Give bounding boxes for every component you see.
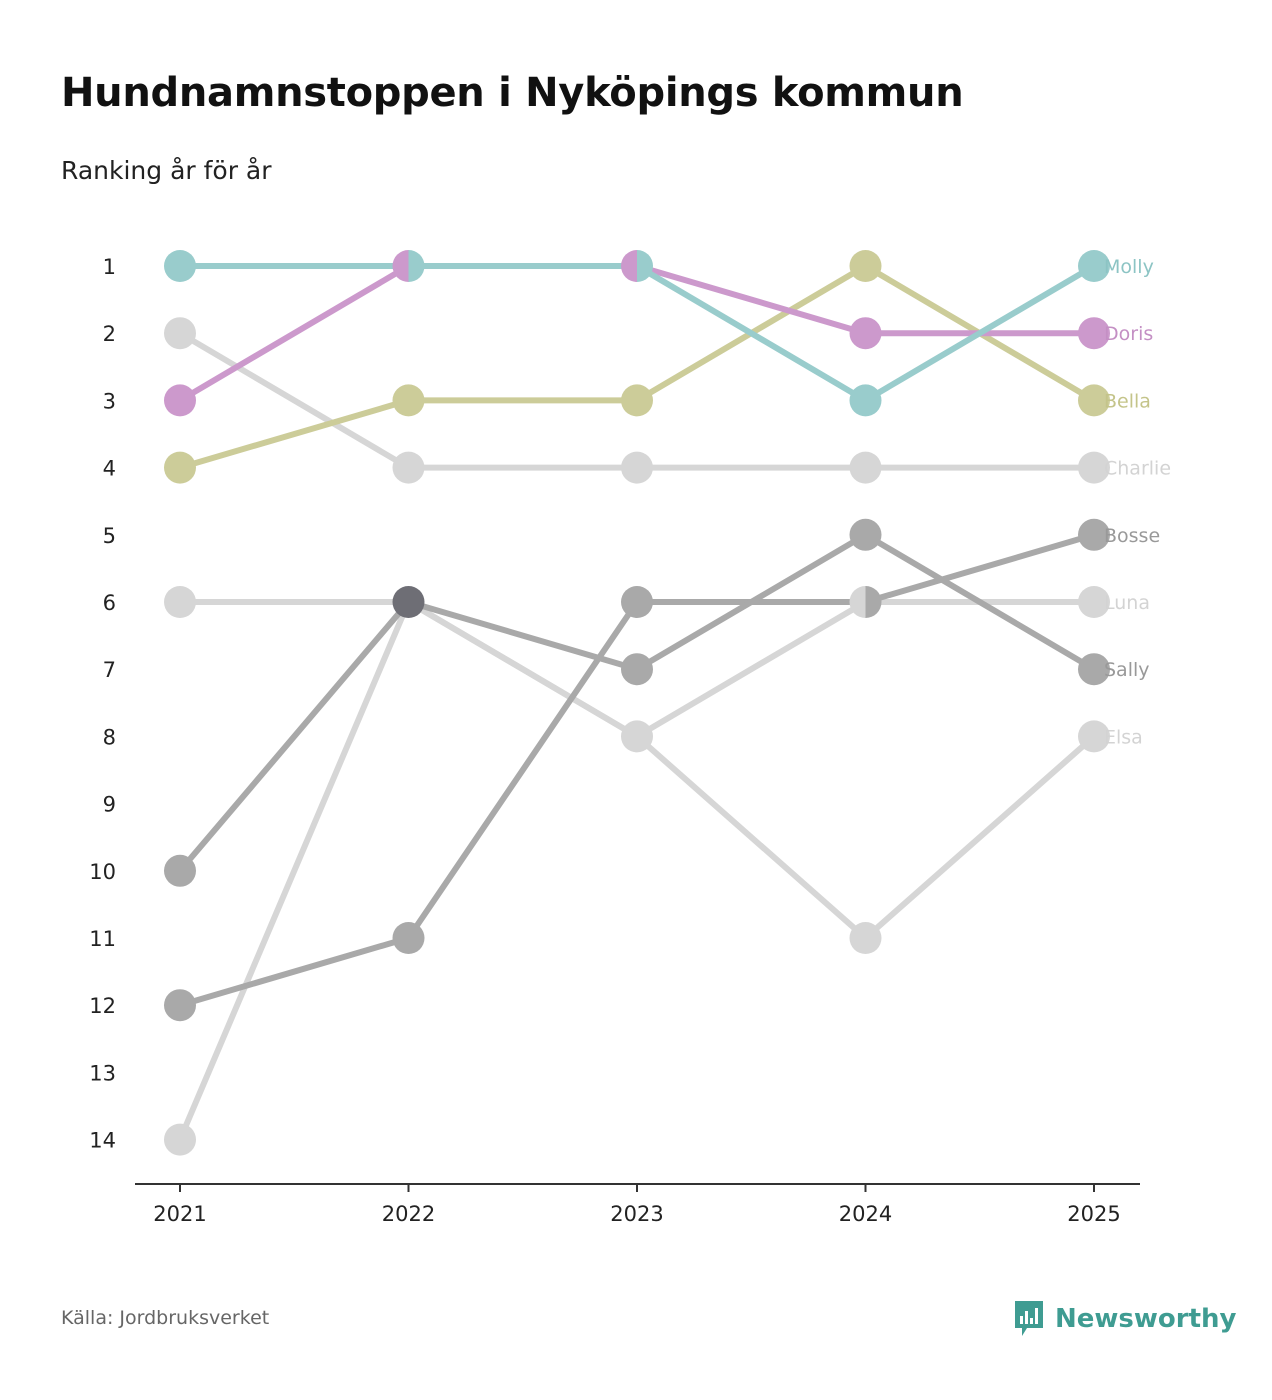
point-bella — [621, 384, 653, 417]
x-tick-label: 2024 — [839, 1202, 892, 1226]
series-label-sally: Sally — [1104, 659, 1150, 681]
y-tick-label: 13 — [89, 1061, 116, 1085]
point-doris — [1078, 317, 1110, 350]
point-charlie — [621, 451, 653, 484]
series-label-bella: Bella — [1104, 390, 1151, 412]
point-molly — [408, 250, 425, 282]
point-charlie — [392, 451, 425, 484]
y-tick-label: 6 — [103, 591, 116, 615]
point-bosse — [865, 586, 882, 618]
y-tick-label: 2 — [103, 322, 116, 346]
x-tick-label: 2022 — [382, 1202, 435, 1226]
point-sally — [621, 653, 653, 686]
y-tick-label: 8 — [103, 725, 116, 749]
point-elsa — [1078, 720, 1110, 753]
x-axis: 2021 2022 2023 2024 2025 — [135, 1183, 1140, 1226]
series-label-luna: Luna — [1104, 592, 1150, 614]
point-luna — [849, 586, 866, 618]
point-sally — [849, 518, 882, 551]
series-points — [164, 250, 1110, 1156]
point-molly — [164, 250, 196, 282]
y-tick-label: 10 — [89, 860, 116, 884]
point-doris — [621, 250, 637, 282]
y-tick-label: 5 — [103, 524, 116, 548]
point-bella — [164, 451, 196, 484]
y-tick-label: 7 — [103, 658, 116, 682]
point-bosse — [164, 989, 196, 1022]
brand-name: Newsworthy — [1055, 1304, 1237, 1334]
point-molly — [1078, 250, 1110, 282]
y-tick-label: 14 — [89, 1129, 116, 1153]
point-bosse — [392, 922, 425, 954]
series-label-charlie: Charlie — [1104, 458, 1171, 480]
point-bella — [1078, 384, 1110, 417]
point-elsa — [164, 1123, 196, 1156]
point-bella — [392, 384, 425, 417]
y-tick-label: 1 — [103, 255, 116, 279]
y-tick-label: 3 — [103, 389, 116, 413]
point-doris — [164, 384, 196, 417]
point-shared — [392, 586, 425, 618]
x-tick-label: 2023 — [610, 1202, 663, 1226]
point-luna — [164, 586, 196, 618]
series-labels: Charlie Luna Elsa Bosse Sally Bella Doris Molly — [1104, 256, 1171, 748]
series-line-doris — [177, 263, 1097, 404]
chart-subtitle: Ranking år för år — [61, 156, 272, 185]
point-molly — [849, 384, 882, 417]
series-label-bosse: Bosse — [1104, 525, 1160, 547]
chart-title: Hundnamnstoppen i Nyköpings kommun — [61, 70, 964, 116]
series-label-doris: Doris — [1104, 323, 1153, 345]
point-sally — [164, 854, 196, 887]
brand-logo: Newsworthy — [1013, 1299, 1236, 1339]
bar-chart-pin-icon — [1015, 1301, 1043, 1336]
x-tick-label: 2025 — [1067, 1202, 1120, 1226]
point-bosse — [1078, 518, 1110, 551]
y-tick-label: 4 — [103, 457, 116, 481]
point-doris — [849, 317, 882, 350]
source-note: Källa: Jordbruksverket — [61, 1307, 270, 1329]
point-charlie — [1078, 451, 1110, 484]
point-charlie — [164, 317, 196, 350]
x-tick-label: 2021 — [153, 1202, 206, 1226]
series-line-bella — [177, 263, 1097, 471]
point-molly — [637, 250, 653, 282]
point-elsa — [849, 922, 882, 954]
point-elsa — [637, 720, 653, 753]
point-doris — [392, 250, 409, 282]
point-luna — [621, 720, 637, 753]
series-label-elsa: Elsa — [1104, 726, 1143, 748]
point-bella — [849, 250, 882, 282]
y-tick-label: 12 — [89, 994, 116, 1018]
point-luna — [1078, 586, 1110, 618]
series-label-molly: Molly — [1104, 256, 1154, 278]
y-tick-label: 9 — [103, 793, 116, 817]
point-charlie — [849, 451, 882, 484]
point-bosse — [621, 586, 653, 618]
y-tick-label: 11 — [89, 927, 116, 951]
point-sally — [1078, 653, 1110, 686]
